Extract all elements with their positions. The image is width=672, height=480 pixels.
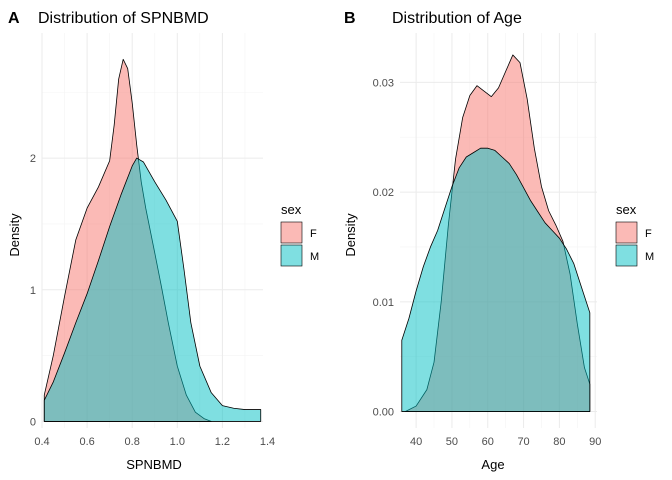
- panel-a-x-tick-label: 0.8: [125, 436, 140, 448]
- panel-a-title: Distribution of SPNBMD: [38, 10, 209, 27]
- panel-b-title: Distribution of Age: [392, 10, 522, 27]
- panel-b-y-tick-label: 0.03: [373, 77, 394, 89]
- panel-a-y-tick-label: 0: [30, 416, 36, 428]
- panel-b-legend-label-f: F: [645, 228, 652, 240]
- panel-a-x-axis-label: SPNBMD: [126, 457, 182, 472]
- panel-a-legend: sex F M: [280, 202, 319, 267]
- panel-a-x-ticks: 0.4 0.6 0.8 1.0 1.2 1.4: [34, 436, 275, 448]
- panel-a-legend-key-m: [280, 244, 303, 267]
- panel-b-y-tick-label: 0.00: [373, 407, 394, 419]
- panel-b-y-axis-label: Density: [343, 213, 358, 257]
- panel-b-density-area-m: [401, 147, 591, 412]
- panel-b-y-tick-label: 0.02: [373, 187, 394, 199]
- panel-b: B Distribution of Age 40 50 60 70 80 90 0.000…: [343, 10, 654, 472]
- panel-a-density-area-m: [43, 157, 262, 422]
- panel-a-x-tick-label: 0.6: [79, 436, 94, 448]
- panel-b-x-ticks: 40 50 60 70 80 90: [410, 436, 601, 448]
- panel-a: A Distribution of SPNBMD 0.4 0.6 0.8 1.0 1.2…: [7, 10, 319, 472]
- panel-b-legend-key-m: [615, 244, 638, 267]
- panel-a-y-axis-label: Density: [7, 213, 22, 257]
- panel-a-x-tick-label: 1.0: [170, 436, 185, 448]
- panel-b-x-tick-label: 90: [589, 436, 601, 448]
- panel-b-legend-label-m: M: [645, 251, 654, 263]
- panel-a-legend-key-f: [280, 221, 303, 244]
- panel-b-x-axis-label: Age: [481, 457, 504, 472]
- panel-b-x-tick-label: 50: [446, 436, 458, 448]
- panel-b-legend-key-f: [615, 221, 638, 244]
- panel-a-legend-label-m: M: [310, 251, 319, 263]
- panel-b-y-tick-label: 0.01: [373, 297, 394, 309]
- panel-a-y-tick-label: 1: [30, 285, 36, 297]
- panel-b-x-tick-label: 70: [517, 436, 529, 448]
- panel-b-areas: [401, 54, 591, 412]
- panel-b-x-tick-label: 40: [410, 436, 422, 448]
- panel-a-tag: A: [8, 10, 20, 27]
- panel-a-y-tick-label: 2: [30, 153, 36, 165]
- panel-a-x-tick-label: 1.2: [215, 436, 230, 448]
- panel-a-x-tick-label: 0.4: [34, 436, 49, 448]
- panel-b-legend: sex F M: [615, 202, 654, 267]
- panel-b-x-tick-label: 60: [482, 436, 494, 448]
- panel-b-x-tick-label: 80: [553, 436, 565, 448]
- panel-a-legend-title: sex: [281, 202, 302, 217]
- panel-b-legend-title: sex: [616, 202, 637, 217]
- panel-a-areas: [43, 58, 262, 422]
- panel-a-x-tick-label: 1.4: [260, 436, 275, 448]
- panel-a-y-ticks: 0 1 2: [30, 153, 36, 428]
- panel-b-y-ticks: 0.00 0.01 0.02 0.03: [373, 77, 394, 418]
- panel-b-tag: B: [344, 10, 356, 27]
- panel-a-legend-label-f: F: [310, 228, 317, 240]
